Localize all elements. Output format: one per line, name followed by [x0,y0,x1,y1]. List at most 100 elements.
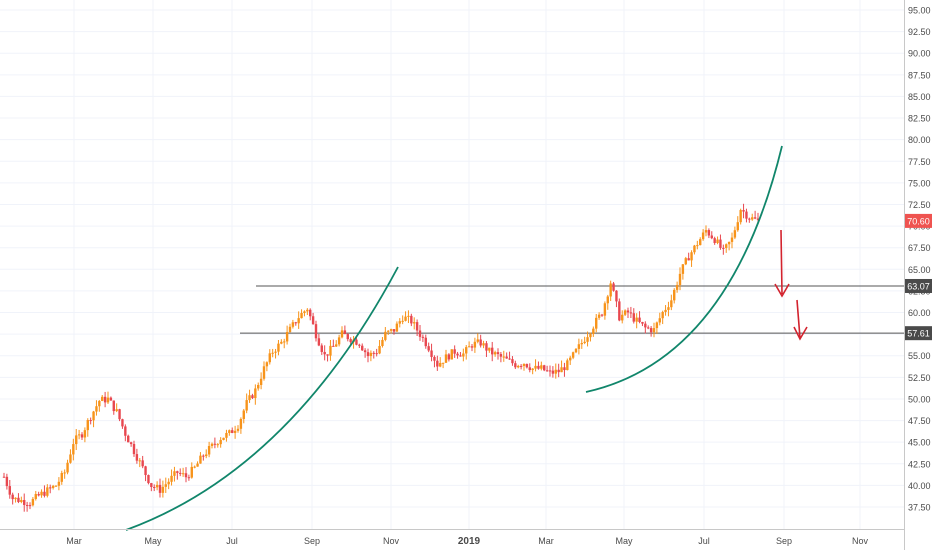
candle-body [271,352,274,354]
candle [745,208,748,223]
candle-body [179,472,182,474]
candle-body [736,222,739,231]
candle [60,470,63,485]
candle [505,352,508,359]
candle-body [124,426,127,436]
candle-body [733,230,737,238]
candle-body [57,481,61,486]
candle [647,325,650,330]
candle [528,363,531,373]
candle-body [739,210,742,223]
candle-body [701,232,705,240]
candle [326,354,329,362]
candle [184,467,188,483]
candle [488,347,491,353]
candle [158,478,162,498]
candle [150,482,153,492]
candle-body [699,239,702,246]
candle-body [589,333,592,338]
candle-body [236,428,240,431]
candle-body [375,353,378,355]
candle-layer [2,203,760,512]
candle-body [418,330,422,337]
candle-body [499,354,503,357]
candle [57,477,61,491]
candle-body [257,384,260,389]
candle-body [98,400,101,407]
candle-body [164,484,167,487]
candle [164,477,167,493]
parabolic-curve-2018 [125,266,399,531]
candle [196,461,199,467]
candle [86,418,89,437]
candle [499,352,503,363]
candle-body [170,475,173,482]
candle-body [569,357,572,361]
candle-body [389,329,393,331]
candle [725,243,728,253]
candle-body [28,505,32,507]
candle-body [725,244,728,248]
candle [673,288,676,304]
candle-body [381,339,384,346]
candle [569,355,572,365]
candle [586,331,589,347]
candle [485,341,488,357]
candle [274,348,277,359]
candle-body [106,397,110,403]
candle-body [274,351,277,353]
candle-body [320,345,323,352]
candle-body [710,235,713,239]
candle [173,466,176,482]
candle [49,484,52,494]
candle [121,418,124,429]
candle [465,345,468,360]
candle-body [687,258,690,261]
candle [268,349,271,365]
candle [690,250,693,267]
candle [398,318,401,328]
last-price-badge: 70.60 [905,213,932,228]
candle [557,363,560,378]
candle [346,333,349,342]
candle [343,325,347,335]
candle-body [127,435,130,443]
candle-body [17,497,20,502]
candle [641,321,644,327]
candle-body [202,455,205,457]
y-tick-label: 77.50 [908,157,931,167]
candle [421,334,425,343]
candle-body [450,349,453,360]
candle-body [673,289,676,301]
candle [681,264,685,280]
candle-body [467,346,471,348]
candle-body [462,353,465,357]
candle [713,236,716,245]
candle [63,469,66,479]
candle-body [86,420,89,431]
candle-body [493,352,497,355]
candle [144,465,147,482]
candle-body [242,410,245,419]
y-axis: 95.00 92.50 90.00 87.50 85.00 82.50 80.00 77.50… [904,0,931,550]
candle-body [756,218,760,220]
level-badge-bg [905,278,932,293]
candle-body [49,487,52,489]
candle [101,394,104,402]
candle [424,334,427,349]
candle-body [361,345,364,351]
candle-body [317,338,321,346]
candle [170,469,173,486]
candle-body [31,498,35,506]
y-tick-label: 37.50 [908,503,931,513]
candle-body [54,485,58,487]
candle [66,459,69,475]
candle [265,361,269,372]
candle-body [155,484,159,488]
candle-body [690,252,693,261]
candle-body [20,500,23,502]
candle [467,341,471,348]
candle [482,340,485,349]
